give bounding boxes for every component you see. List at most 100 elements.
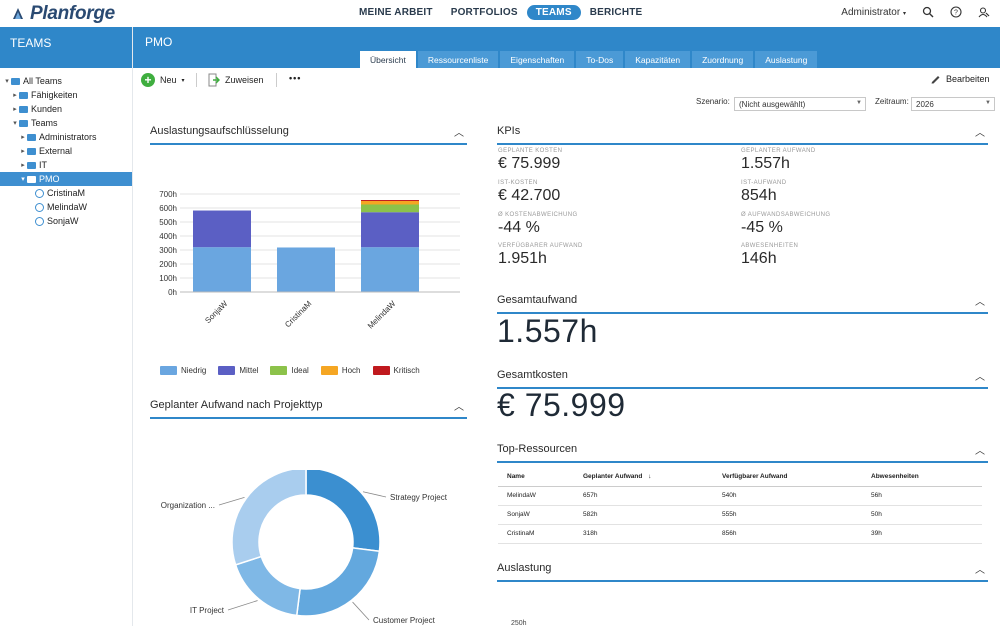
assign-button[interactable]: Zuweisen: [208, 73, 264, 87]
y-tick-label: 200h: [159, 260, 177, 269]
tree-item-label: IT: [39, 160, 47, 170]
donut-leader-line: [352, 601, 370, 621]
folder-icon: [27, 147, 36, 155]
table-cell: 555h: [713, 505, 862, 525]
scenario-select[interactable]: (Nicht ausgewählt) ▼: [734, 97, 866, 111]
tab-uebersicht[interactable]: Übersicht: [360, 51, 416, 68]
bar-segment-niedrig: [193, 247, 251, 292]
nav-berichte[interactable]: BERICHTE: [589, 7, 643, 18]
tree-item-label: PMO: [39, 174, 60, 184]
expand-down-icon[interactable]: ▾: [21, 176, 25, 183]
edit-label: Bearbeiten: [946, 73, 990, 84]
tab-kapazitaeten[interactable]: Kapazitäten: [625, 51, 691, 68]
tree-item-cristinam[interactable]: CristinaM: [0, 186, 132, 200]
scenario-label: Szenario:: [696, 97, 730, 106]
collapse-icon[interactable]: ︿: [975, 128, 985, 139]
collapse-icon[interactable]: ︿: [975, 372, 985, 383]
bar-segment-niedrig: [361, 247, 419, 292]
plus-icon: +: [141, 73, 155, 87]
table-row[interactable]: CristinaM 318h 856h 39h: [498, 524, 982, 544]
column-header-name[interactable]: Name: [498, 467, 574, 487]
expand-right-icon[interactable]: ▸: [21, 162, 25, 169]
nav-portfolios[interactable]: PORTFOLIOS: [450, 7, 518, 18]
logo-text: Planforge: [30, 3, 115, 24]
logo-icon: [13, 8, 23, 19]
tree-item-sonjaw[interactable]: SonjaW: [0, 214, 132, 228]
expand-down-icon[interactable]: ▾: [5, 78, 9, 85]
kpi-value-absences: 146h: [741, 250, 777, 267]
column-header-planned[interactable]: Geplanter Aufwand ↓: [574, 467, 713, 487]
user-menu[interactable]: Administrator ▾: [841, 7, 906, 18]
expand-right-icon[interactable]: ▸: [21, 134, 25, 141]
legend-item[interactable]: Niedrig: [160, 366, 206, 375]
tree-item-external[interactable]: ▸ External: [0, 144, 132, 158]
expand-right-icon[interactable]: ▸: [21, 148, 25, 155]
donut-slice-organization-: [231, 470, 307, 566]
table-cell: 50h: [862, 505, 982, 525]
user-search-icon[interactable]: [978, 6, 990, 18]
search-icon[interactable]: [922, 6, 934, 18]
help-icon[interactable]: ?: [950, 6, 962, 18]
y-tick-label: 300h: [159, 246, 177, 255]
legend-item[interactable]: Ideal: [270, 366, 309, 375]
panel-divider: [150, 143, 467, 145]
tab-bar: Übersicht Ressourcenliste Eigenschaften …: [360, 51, 818, 68]
edit-button[interactable]: Bearbeiten: [930, 73, 990, 84]
table-row[interactable]: MelindaW 657h 540h 56h: [498, 486, 982, 506]
legend-item[interactable]: Hoch: [320, 366, 361, 375]
collapse-icon[interactable]: ︿: [454, 402, 464, 413]
period-select[interactable]: 2026 ▼: [911, 97, 995, 111]
tree-item-fähigkeiten[interactable]: ▸ Fähigkeiten: [0, 88, 132, 102]
main-nav: MEINE ARBEIT PORTFOLIOS TEAMS BERICHTE: [350, 5, 651, 20]
tree-item-kunden[interactable]: ▸ Kunden: [0, 102, 132, 116]
donut-label: Organization ...: [161, 501, 215, 510]
more-button[interactable]: •••: [289, 73, 302, 83]
sort-arrow-icon: ↓: [648, 472, 652, 480]
legend-item[interactable]: Mittel: [218, 366, 258, 375]
tree-item-all-teams[interactable]: ▾ All Teams: [0, 74, 132, 88]
column-header-absences[interactable]: Abwesenheiten: [862, 467, 982, 487]
scenario-value: (Nicht ausgewählt): [739, 100, 806, 109]
collapse-icon[interactable]: ︿: [975, 565, 985, 576]
assign-label: Zuweisen: [225, 75, 264, 85]
collapse-icon[interactable]: ︿: [975, 446, 985, 457]
chevron-down-icon: ▼: [985, 100, 991, 106]
tree-item-teams[interactable]: ▾ Teams: [0, 116, 132, 130]
expand-right-icon[interactable]: ▸: [13, 106, 17, 113]
new-button[interactable]: + Neu ▾: [141, 73, 185, 87]
collapse-icon[interactable]: ︿: [454, 128, 464, 139]
column-header-available[interactable]: Verfügbarer Aufwand: [713, 467, 862, 487]
nav-meine-arbeit[interactable]: MEINE ARBEIT: [359, 7, 433, 18]
panel-divider: [497, 387, 988, 389]
tab-zuordnung[interactable]: Zuordnung: [692, 51, 754, 68]
collapse-icon[interactable]: ︿: [975, 297, 985, 308]
kpi-label-actual-cost: IST-KOSTEN: [498, 180, 538, 186]
period-value: 2026: [916, 100, 934, 109]
tab-eigenschaften[interactable]: Eigenschaften: [500, 51, 575, 68]
table-row[interactable]: SonjaW 582h 555h 50h: [498, 505, 982, 525]
tab-todos[interactable]: To-Dos: [576, 51, 624, 68]
legend-item[interactable]: Kritisch: [372, 366, 420, 375]
expand-right-icon[interactable]: ▸: [13, 92, 17, 99]
tab-auslastung[interactable]: Auslastung: [755, 51, 818, 68]
tree-item-it[interactable]: ▸ IT: [0, 158, 132, 172]
total-effort-panel-title: Gesamtaufwand: [497, 294, 578, 306]
nav-teams[interactable]: TEAMS: [526, 5, 581, 20]
tree-item-label: Teams: [31, 118, 58, 128]
user-name: Administrator: [841, 6, 901, 18]
tree-item-melindaw[interactable]: MelindaW: [0, 200, 132, 214]
user-icon: [35, 202, 44, 212]
table-cell: MelindaW: [498, 486, 574, 506]
total-cost-value: € 75.999: [497, 387, 626, 423]
tab-ressourcenliste[interactable]: Ressourcenliste: [417, 51, 499, 68]
tree-item-pmo[interactable]: ▾ PMO: [0, 172, 132, 186]
bar-segment-niedrig: [277, 247, 335, 292]
x-tick-label: CristinaM: [283, 299, 313, 329]
app-logo[interactable]: Planforge: [10, 3, 115, 25]
kpi-value-planned-cost: € 75.999: [498, 155, 561, 172]
expand-down-icon[interactable]: ▾: [13, 120, 17, 127]
kpi-value-available-effort: 1.951h: [498, 250, 547, 267]
top-right-actions: Administrator ▾ ?: [841, 6, 990, 18]
tree-item-administrators[interactable]: ▸ Administrators: [0, 130, 132, 144]
kpi-label-cost-deviation: Ø KOSTENABWEICHUNG: [498, 212, 578, 218]
